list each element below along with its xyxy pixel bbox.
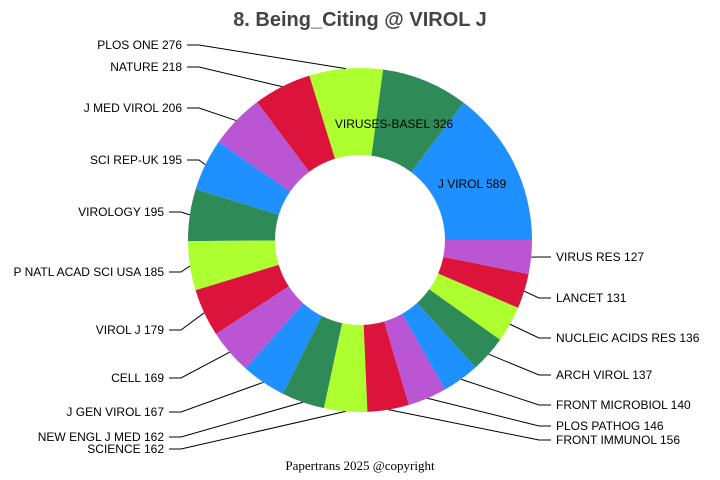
slice-cell bbox=[215, 286, 304, 369]
slice-nature bbox=[257, 75, 335, 172]
leader-line bbox=[187, 159, 206, 166]
slice-label: VIRUSES-BASEL 326 bbox=[335, 117, 454, 131]
leader-line bbox=[169, 351, 230, 379]
slice-label: SCIENCE 162 bbox=[87, 442, 164, 456]
slice-label: FRONT MICROBIOL 140 bbox=[556, 398, 691, 412]
leader-line bbox=[460, 378, 551, 406]
slice-label: VIROL J 179 bbox=[96, 323, 165, 337]
slice-front-immunol bbox=[363, 321, 409, 412]
slice-label: ARCH VIROL 137 bbox=[556, 368, 653, 382]
leader-line bbox=[187, 66, 283, 88]
slice-plos-one bbox=[309, 68, 384, 159]
footer-copyright: Papertrans 2025 @copyright bbox=[285, 458, 435, 473]
chart-title: 8. Being_Citing @ VIROL J bbox=[233, 9, 487, 31]
slice-label: NATURE 218 bbox=[110, 60, 182, 74]
slice-j-gen-virol bbox=[245, 303, 322, 394]
slice-label: NUCLEIC ACIDS RES 136 bbox=[556, 331, 700, 345]
slice-science bbox=[323, 323, 368, 412]
slice-virol-j bbox=[195, 264, 289, 334]
slice-j-virol bbox=[411, 102, 533, 240]
slice-arch-virol bbox=[417, 289, 501, 368]
slice-virology bbox=[188, 189, 279, 242]
slice-front-microbiol bbox=[402, 302, 476, 390]
slice-label: VIRUS RES 127 bbox=[556, 250, 644, 264]
leader-line bbox=[169, 401, 304, 438]
slice-virus-res bbox=[443, 240, 532, 275]
slice-j-med-virol bbox=[218, 102, 310, 192]
slice-new-engl-j-med bbox=[282, 315, 343, 409]
leader-line bbox=[523, 290, 551, 299]
slice-label: SCI REP-UK 195 bbox=[90, 153, 182, 167]
slice-p-natl-acad-sci-usa bbox=[188, 240, 279, 291]
leader-line bbox=[509, 323, 551, 339]
leader-line bbox=[187, 107, 237, 122]
slice-lancet bbox=[438, 256, 529, 308]
leader-line bbox=[169, 381, 264, 413]
leader-line bbox=[488, 353, 551, 376]
leader-line bbox=[427, 397, 551, 427]
slice-sci-rep-uk bbox=[195, 142, 291, 215]
slice-label: P NATL ACAD SCI USA 185 bbox=[13, 265, 164, 279]
leader-line bbox=[169, 312, 205, 331]
leader-line bbox=[169, 265, 191, 273]
slice-label: LANCET 131 bbox=[556, 291, 627, 305]
leader-line bbox=[169, 410, 346, 450]
slice-label: J MED VIROL 206 bbox=[84, 101, 183, 115]
slice-nucleic-acids-res bbox=[429, 273, 519, 340]
slice-label: FRONT IMMUNOL 156 bbox=[556, 433, 680, 447]
slice-label: NEW ENGL J MED 162 bbox=[38, 430, 165, 444]
slice-label: CELL 169 bbox=[111, 371, 164, 385]
leader-line bbox=[388, 409, 551, 441]
slice-label: PLOS PATHOG 146 bbox=[556, 419, 664, 433]
leader-line bbox=[187, 44, 346, 70]
slice-label: VIROLOGY 195 bbox=[78, 205, 164, 219]
slice-label: PLOS ONE 276 bbox=[97, 38, 182, 52]
slice-label: J GEN VIROL 167 bbox=[66, 405, 164, 419]
slice-plos-pathog bbox=[384, 313, 446, 405]
slice-viruses-basel bbox=[371, 69, 464, 173]
leader-line bbox=[169, 211, 191, 216]
slice-label: J VIROL 589 bbox=[438, 177, 507, 191]
